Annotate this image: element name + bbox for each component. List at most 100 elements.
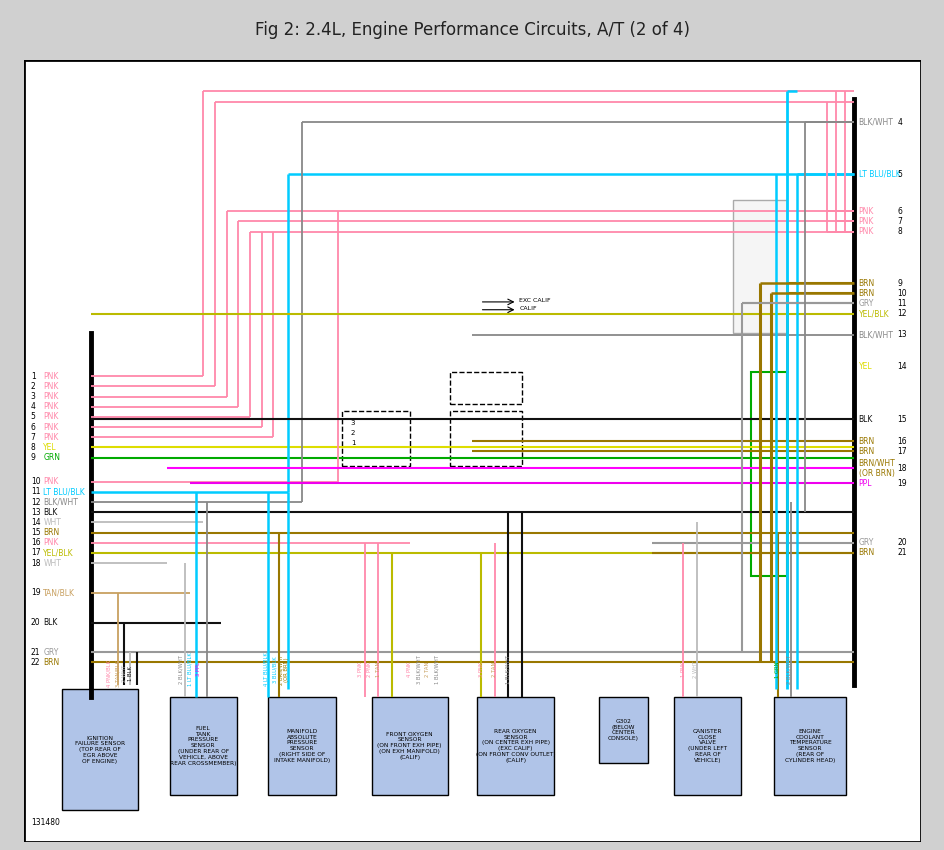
Text: 1 BLK: 1 BLK [127, 666, 133, 681]
Text: PNK: PNK [857, 207, 873, 216]
Text: TAN/BLK: TAN/BLK [43, 588, 76, 598]
Text: WHT: WHT [43, 518, 61, 527]
Text: BLK: BLK [43, 507, 58, 517]
Text: 4: 4 [896, 117, 902, 127]
Text: BRN: BRN [43, 658, 59, 667]
Text: PNK: PNK [43, 402, 59, 411]
Text: 13: 13 [31, 507, 41, 517]
Bar [268, 697, 335, 795]
Text: 1 LT BLU/BLK: 1 LT BLU/BLK [187, 653, 192, 686]
Text: 15: 15 [31, 528, 41, 537]
Text: 7: 7 [896, 217, 902, 226]
Text: 1 BLK/WHT: 1 BLK/WHT [433, 655, 439, 684]
Text: BRN: BRN [857, 437, 874, 445]
Text: PNK: PNK [43, 478, 59, 486]
Text: BLK/WHT: BLK/WHT [857, 331, 892, 339]
Text: YEL/BLK: YEL/BLK [857, 309, 888, 318]
Text: 18: 18 [31, 558, 41, 568]
Text: 2 BLK/WHT: 2 BLK/WHT [785, 655, 790, 684]
Text: 2: 2 [350, 430, 355, 436]
Text: Fig 2: 2.4L, Engine Performance Circuits, A/T (2 of 4): Fig 2: 2.4L, Engine Performance Circuits… [255, 20, 689, 39]
Bar [449, 411, 521, 466]
Text: 19: 19 [896, 479, 906, 488]
Bar [371, 697, 447, 795]
Bar [673, 697, 741, 795]
Text: 12: 12 [896, 309, 905, 318]
Text: BRN: BRN [857, 548, 874, 558]
Text: FRONT OXYGEN
SENSOR
(ON FRONT EXH PIPE)
(ON EXH MANIFOLD)
(CALIF): FRONT OXYGEN SENSOR (ON FRONT EXH PIPE) … [377, 732, 442, 760]
Text: YEL: YEL [857, 361, 871, 371]
Bar [750, 372, 786, 575]
Bar [733, 201, 785, 333]
Text: 1: 1 [31, 371, 36, 381]
Text: 1 TAN: 1 TAN [376, 662, 380, 677]
Text: PNK: PNK [857, 217, 873, 226]
Text: 15: 15 [896, 415, 906, 423]
Text: 21: 21 [896, 548, 905, 558]
Text: BRN: BRN [857, 447, 874, 456]
Bar [61, 689, 138, 810]
Text: PNK: PNK [43, 433, 59, 442]
Text: 2 PNK: 2 PNK [366, 662, 371, 677]
Text: GRN: GRN [43, 453, 60, 462]
Text: 11: 11 [896, 299, 905, 308]
Text: 10: 10 [31, 478, 41, 486]
Text: 3 PPL: 3 PPL [196, 662, 201, 677]
Text: MANIFOLD
ABSOLUTE
PRESSURE
SENSOR
(RIGHT SIDE OF
INTAKE MANIFOLD): MANIFOLD ABSOLUTE PRESSURE SENSOR (RIGHT… [274, 728, 329, 762]
Text: 20: 20 [31, 618, 41, 627]
Text: BRN/WHT
(OR BRN): BRN/WHT (OR BRN) [857, 459, 894, 479]
Text: 3: 3 [31, 392, 36, 401]
Text: 2 TAN: 2 TAN [492, 662, 497, 677]
Text: BLK: BLK [43, 618, 58, 627]
Text: 11: 11 [31, 487, 41, 496]
Text: 22: 22 [31, 658, 41, 667]
Text: IGNITION
FAILURE SENSOR
(TOP REAR OF
EGR ABOVE
OF ENGINE): IGNITION FAILURE SENSOR (TOP REAR OF EGR… [75, 735, 125, 763]
Text: G302
(BELOW
CENTER
CONSOLE): G302 (BELOW CENTER CONSOLE) [607, 719, 638, 741]
Text: 1 PNK: 1 PNK [681, 662, 685, 677]
Text: 3 TAN/BLK: 3 TAN/BLK [115, 660, 120, 687]
Text: 1: 1 [350, 440, 355, 446]
Text: 21: 21 [31, 648, 41, 657]
Text: 6: 6 [31, 422, 36, 432]
Text: PNK: PNK [43, 382, 59, 391]
Text: EXC CALIF: EXC CALIF [518, 298, 550, 303]
Bar [169, 697, 237, 795]
Text: 2 TAN: 2 TAN [425, 662, 430, 677]
Text: 17: 17 [896, 447, 906, 456]
Text: 1 BLK/WHT: 1 BLK/WHT [505, 655, 511, 684]
Text: ENGINE
COOLANT
TEMPERATURE
SENSOR
(REAR OF
CYLINDER HEAD): ENGINE COOLANT TEMPERATURE SENSOR (REAR … [784, 728, 834, 762]
Text: BRN: BRN [857, 279, 874, 287]
Bar [598, 697, 648, 763]
Text: BLK/WHT: BLK/WHT [43, 497, 78, 507]
Text: 3 PNK: 3 PNK [479, 662, 483, 677]
Text: WHT: WHT [43, 558, 61, 568]
Text: 131480: 131480 [31, 819, 59, 827]
Text: 9: 9 [896, 279, 902, 287]
Text: YEL/BLK: YEL/BLK [43, 548, 74, 558]
Text: PNK: PNK [857, 227, 873, 236]
Text: 1 GRN: 1 GRN [774, 661, 780, 677]
Text: BLK: BLK [857, 415, 872, 423]
Text: 2 BLK/WHT: 2 BLK/WHT [178, 655, 183, 684]
Text: 17: 17 [31, 548, 41, 558]
Text: PNK: PNK [43, 371, 59, 381]
Text: 9: 9 [31, 453, 36, 462]
Text: 7: 7 [31, 433, 36, 442]
Text: 2 WHT: 2 WHT [122, 665, 126, 682]
Text: PNK: PNK [43, 422, 59, 432]
Text: CANISTER
CLOSE
VALVE
(UNDER LEFT
REAR OF
VEHICLE): CANISTER CLOSE VALVE (UNDER LEFT REAR OF… [687, 728, 727, 762]
Text: 20: 20 [896, 538, 906, 547]
Text: 5: 5 [896, 170, 902, 179]
Text: GRY: GRY [857, 299, 873, 308]
Text: 8: 8 [31, 443, 36, 452]
Text: 3 BLK/WHT: 3 BLK/WHT [415, 655, 421, 684]
Text: 3: 3 [350, 420, 355, 426]
Text: 5: 5 [31, 412, 36, 422]
Text: 2 WHT: 2 WHT [692, 660, 697, 678]
Text: PNK: PNK [43, 392, 59, 401]
Text: 2: 2 [31, 382, 36, 391]
Text: 10: 10 [896, 289, 906, 297]
Bar [477, 697, 553, 795]
Text: LT BLU/BLK: LT BLU/BLK [857, 170, 900, 179]
Text: 14: 14 [896, 361, 906, 371]
